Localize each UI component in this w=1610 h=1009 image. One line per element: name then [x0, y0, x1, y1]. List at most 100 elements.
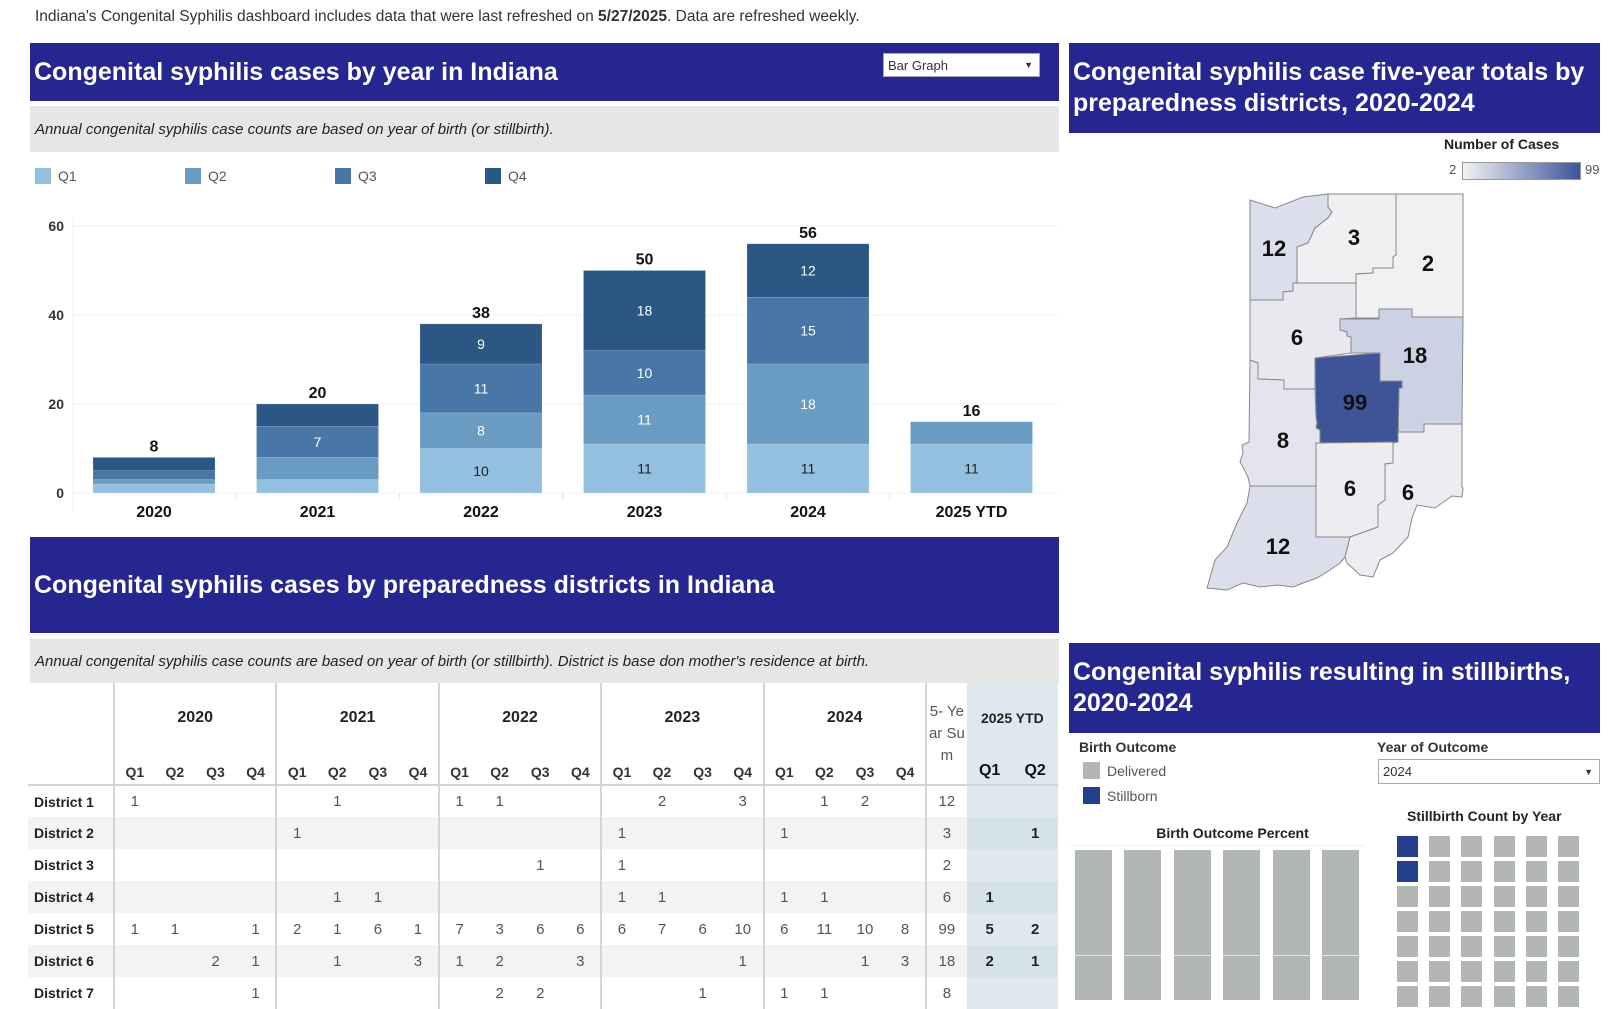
birth-outcome-bar[interactable] — [1322, 850, 1359, 1000]
delivered-square[interactable] — [1397, 911, 1418, 932]
delivered-square[interactable] — [1461, 911, 1483, 932]
delivered-square[interactable] — [1429, 936, 1451, 957]
bar-segment-2024-Q4[interactable] — [746, 243, 870, 298]
birth-outcome-bar[interactable] — [1124, 850, 1162, 1000]
delivered-square[interactable] — [1461, 936, 1483, 957]
quarter-count — [519, 881, 561, 913]
delivered-square[interactable] — [1493, 886, 1515, 907]
bar-segment-2021-Q3[interactable] — [256, 426, 379, 458]
map-title: Congenital syphilis case five-year total… — [1073, 58, 1585, 117]
district-label: District 2 — [28, 817, 114, 849]
corner-cell — [28, 683, 114, 753]
quarter-count — [762, 785, 805, 817]
delivered-square[interactable] — [1493, 936, 1515, 957]
quarter-count — [437, 849, 480, 881]
birth-outcome-bar[interactable] — [1272, 850, 1310, 1000]
birth-outcome-bar[interactable] — [1075, 850, 1112, 1000]
delivered-square[interactable] — [1461, 961, 1483, 982]
bar-segment-2025-YTD-Q2[interactable] — [910, 421, 1033, 445]
delivered-square[interactable] — [1397, 986, 1418, 1007]
bar-segment-2024-Q1[interactable] — [746, 443, 870, 494]
delivered-square[interactable] — [1461, 836, 1483, 857]
delivered-square[interactable] — [1525, 861, 1547, 882]
bar-segment-2021-Q4[interactable] — [256, 403, 379, 427]
bar-segment-2025-YTD-Q1[interactable] — [910, 443, 1033, 494]
delivered-square[interactable] — [1525, 936, 1547, 957]
quarter-header: Q2 — [165, 764, 185, 780]
delivered-square[interactable] — [1397, 961, 1418, 982]
bar-segment-2024-Q3[interactable] — [746, 296, 870, 365]
delivered-square[interactable] — [1493, 961, 1515, 982]
quarter-count: 1 — [600, 849, 642, 881]
delivered-square[interactable] — [1558, 836, 1579, 857]
bar-segment-2023-Q4[interactable] — [583, 270, 706, 351]
delivered-square[interactable] — [1558, 936, 1579, 957]
delivered-square[interactable] — [1429, 911, 1451, 932]
legend-q3[interactable]: Q3 — [335, 168, 377, 184]
delivered-square[interactable] — [1397, 936, 1418, 957]
bar-segment-2022-Q2[interactable] — [419, 412, 543, 449]
five-year-sum: 6 — [924, 881, 967, 913]
y-tick-label: 60 — [48, 218, 64, 234]
legend-q4[interactable]: Q4 — [485, 168, 527, 184]
delivered-square[interactable] — [1558, 861, 1579, 882]
district-label: District 7 — [34, 985, 94, 1001]
quarter-count — [235, 817, 277, 849]
ytd-count — [966, 785, 1013, 817]
delivered-square[interactable] — [1525, 986, 1547, 1007]
birth-outcome-bar[interactable] — [1223, 850, 1261, 1000]
delivered-square[interactable] — [1525, 836, 1547, 857]
delivered-square[interactable] — [1493, 986, 1515, 1007]
delivered-square[interactable] — [1525, 886, 1547, 907]
legend-q2[interactable]: Q2 — [185, 168, 227, 184]
delivered-square[interactable] — [1493, 861, 1515, 882]
bar-segment-2022-Q3[interactable] — [419, 363, 543, 414]
delivered-square[interactable] — [1558, 911, 1579, 932]
year-header: 2024 — [762, 683, 926, 753]
delivered-square[interactable] — [1558, 986, 1579, 1007]
delivered-square[interactable] — [1429, 861, 1451, 882]
delivered-square[interactable] — [1429, 986, 1451, 1007]
map-district-8[interactable] — [1344, 423, 1464, 578]
delivered-square[interactable] — [1429, 961, 1451, 982]
bar-segment-2023-Q1[interactable] — [583, 443, 706, 494]
delivered-square[interactable] — [1461, 886, 1483, 907]
view-type-dropdown[interactable]: Bar Graph ▼ — [883, 53, 1040, 77]
delivered-square[interactable] — [1429, 886, 1451, 907]
quarter-count: 6 — [762, 913, 805, 945]
bar-segment-2022-Q4[interactable] — [419, 323, 543, 365]
birth-outcome-bar[interactable] — [1173, 850, 1211, 1000]
quarter-count: 6 — [536, 920, 545, 938]
district-table-title: Congenital syphilis cases by preparednes… — [34, 570, 775, 599]
delivered-square[interactable] — [1397, 886, 1418, 907]
stillborn-swatch — [1083, 787, 1100, 804]
x-tick-label: 2021 — [300, 504, 336, 521]
bar-segment-2023-Q3[interactable] — [583, 350, 706, 396]
delivered-square[interactable] — [1558, 886, 1579, 907]
quarter-count: 1 — [170, 920, 180, 938]
delivered-square[interactable] — [1493, 836, 1515, 857]
year-of-outcome-dropdown[interactable]: 2024 ▼ — [1378, 759, 1600, 784]
delivered-square[interactable] — [1558, 961, 1579, 982]
bar-segment-2020-Q4[interactable] — [92, 457, 216, 471]
stillborn-square[interactable] — [1397, 836, 1418, 857]
delivered-square[interactable] — [1429, 836, 1451, 857]
map-value-district-3: 2 — [1422, 251, 1434, 276]
delivered-square[interactable] — [1525, 961, 1547, 982]
delivered-square[interactable] — [1525, 911, 1547, 932]
quarter-count — [519, 945, 561, 977]
district-label: District 5 — [34, 921, 94, 937]
legend-stillborn[interactable]: Stillborn — [1083, 787, 1158, 804]
legend-delivered[interactable]: Delivered — [1083, 762, 1166, 779]
district-cases-table: 2020 2021 2022 2023 2024 5- Year Sum 2025 YTD Q… — [28, 683, 1058, 1009]
ytd-header: 2025 YTD — [966, 683, 1058, 753]
bar-segment-2023-Q2[interactable] — [583, 394, 706, 445]
stillborn-square[interactable] — [1397, 861, 1418, 882]
delivered-square[interactable] — [1493, 911, 1515, 932]
delivered-square[interactable] — [1461, 861, 1483, 882]
map-district-10[interactable] — [1206, 485, 1351, 591]
delivered-square[interactable] — [1461, 986, 1483, 1007]
legend-q1[interactable]: Q1 — [35, 168, 77, 184]
bar-segment-2022-Q1[interactable] — [419, 448, 543, 494]
quarter-count — [195, 881, 236, 913]
